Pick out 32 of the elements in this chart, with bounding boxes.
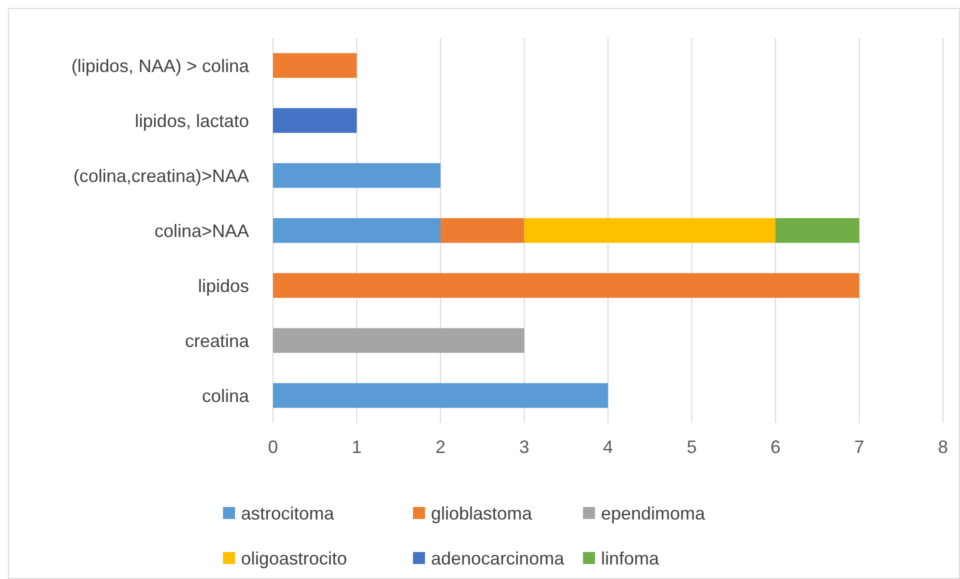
bar [524, 218, 776, 243]
y-tick-label: (lipidos, NAA) > colina [71, 56, 250, 76]
x-tick-label: 5 [686, 437, 697, 457]
y-tick-label: colina [202, 386, 250, 406]
legend-label: glioblastoma [431, 503, 534, 524]
y-tick-label: lipidos [198, 276, 249, 296]
y-tick-label: colina>NAA [154, 220, 249, 241]
bar [273, 328, 524, 353]
y-tick-label: lipidos, lactato [134, 110, 249, 131]
bar [273, 163, 440, 188]
bar [273, 218, 440, 243]
bar [273, 53, 357, 78]
x-tick-label: 7 [854, 437, 864, 457]
legend-label: ependimoma [601, 503, 706, 524]
x-tick-label: 0 [268, 437, 278, 457]
bar [273, 273, 860, 298]
legend-label: linfoma [601, 548, 660, 568]
x-tick-label: 1 [352, 437, 362, 457]
legend-label: oligoastrocito [241, 548, 348, 568]
bar [440, 218, 524, 243]
x-tick-label: 6 [770, 437, 781, 457]
x-tick-label: 4 [602, 437, 614, 457]
x-tick-label: 3 [519, 437, 530, 457]
x-tick-label: 8 [938, 437, 948, 457]
bar [776, 218, 860, 243]
x-tick-label: 2 [435, 437, 446, 457]
legend-label: astrocitoma [241, 503, 336, 524]
bar [273, 108, 357, 133]
legend-label: adenocarcinoma [431, 548, 566, 568]
bar [273, 383, 608, 408]
y-tick-label: creatina [184, 330, 250, 351]
y-tick-label: (colina,creatina)>NAA [73, 166, 249, 186]
